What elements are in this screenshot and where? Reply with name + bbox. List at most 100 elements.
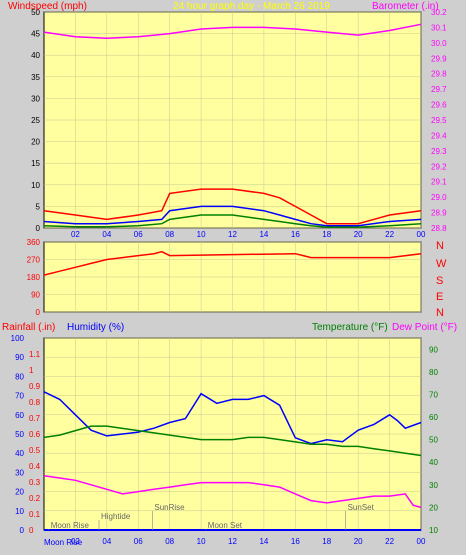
humidity-tick-label: 100 [11, 334, 25, 343]
barometer-tick-label: 29.2 [431, 162, 447, 171]
series-line [43, 214, 422, 228]
windspeed-tick-label: 45 [31, 30, 40, 39]
x-tick-label: 08 [165, 537, 174, 546]
x-tick-label: 10 [197, 537, 206, 546]
series-line [43, 391, 422, 445]
barometer-tick-label: 30.2 [431, 8, 447, 17]
x-tick-label: 14 [259, 230, 268, 239]
event-label: Moon Rise [51, 521, 90, 530]
humidity-tick-label: 90 [15, 353, 24, 362]
windspeed-tick-label: 35 [31, 73, 40, 82]
series-line [43, 23, 422, 39]
direction-label-w: W [436, 258, 447, 270]
astronomy-events: Moon Rise Hightide SunRise Moon Set SunSet [48, 503, 375, 530]
x-tick-label: 14 [259, 537, 268, 546]
direction-tick-label: 270 [27, 256, 41, 265]
humidity-tick-label: 40 [15, 449, 24, 458]
x-tick-label: 06 [134, 537, 143, 546]
temperature-tick-label: 40 [429, 458, 438, 467]
humidity-tick-label: 60 [15, 411, 24, 420]
direction-label-s: S [436, 275, 443, 287]
barometer-tick-label: 30.1 [431, 23, 447, 32]
humidity-tick-label: 0 [20, 526, 25, 535]
rainfall-tick-label: 0.1 [29, 510, 41, 519]
direction-tick-label: 180 [27, 273, 41, 282]
temperature-axis-label: Temperature (°F) [312, 322, 388, 333]
windspeed-tick-label: 0 [36, 224, 41, 233]
x-tick-label: 10 [197, 230, 206, 239]
barometer-tick-label: 30.0 [431, 39, 447, 48]
rainfall-tick-label: 0.2 [29, 494, 41, 503]
wind-pressure-grid [44, 11, 422, 229]
series-line [43, 188, 422, 225]
rainfall-tick-label: 1.1 [29, 350, 41, 359]
event-label: Moon Set [208, 521, 243, 530]
event-label: Hightide [101, 512, 131, 521]
windspeed-tick-label: 10 [31, 181, 40, 190]
series-line [43, 425, 422, 457]
temperature-tick-label: 90 [429, 345, 438, 354]
rainfall-axis-label: Rainfall (.in) [2, 322, 55, 333]
x-tick-label: 16 [291, 537, 300, 546]
x-tick-label: 20 [354, 537, 363, 546]
temperature-tick-label: 10 [429, 526, 438, 535]
x-tick-label: 04 [102, 537, 111, 546]
temperature-tick-label: 30 [429, 481, 438, 490]
humidity-temperature-ticks: 010203040506070809010000.10.20.30.40.50.… [11, 334, 439, 546]
wind-direction-ticks: 0 90 180 270 360 [27, 238, 41, 317]
windspeed-tick-label: 50 [31, 8, 40, 17]
rainfall-tick-label: 0.9 [29, 382, 41, 391]
barometer-tick-label: 29.9 [431, 54, 447, 63]
humidity-axis-label: Humidity (%) [67, 322, 124, 333]
x-tick-label: 02 [71, 230, 80, 239]
x-tick-label: 02 [71, 537, 80, 546]
x-tick-label: 12 [228, 230, 237, 239]
direction-label-n-bottom: N [436, 307, 444, 319]
barometer-tick-label: 29.7 [431, 85, 447, 94]
rainfall-tick-label: 0.4 [29, 462, 41, 471]
series-line [43, 475, 422, 509]
humidity-tick-label: 70 [15, 392, 24, 401]
windspeed-tick-label: 20 [31, 138, 40, 147]
wind-pressure-ticks: 0 5 10 15 20 25 30 35 40 45 50 28.8 28.9 29.0 29.1 29.2… [31, 8, 447, 239]
direction-tick-label: 360 [27, 238, 41, 247]
chart-title: 24 hour graph day - March 26 2019 [173, 1, 330, 12]
temperature-tick-label: 20 [429, 503, 438, 512]
x-tick-label: 22 [385, 537, 394, 546]
rainfall-tick-label: 0.3 [29, 478, 41, 487]
barometer-tick-label: 29.5 [431, 116, 447, 125]
barometer-tick-label: 29.0 [431, 193, 447, 202]
series-line [43, 250, 422, 276]
barometer-tick-label: 29.8 [431, 70, 447, 79]
temperature-tick-label: 70 [429, 390, 438, 399]
windspeed-tick-label: 40 [31, 51, 40, 60]
bottom-event-label: Moon Rise [44, 538, 83, 547]
x-tick-label: 08 [165, 230, 174, 239]
barometer-tick-label: 29.6 [431, 101, 447, 110]
event-label: SunSet [348, 503, 375, 512]
x-tick-label: 00 [417, 230, 426, 239]
direction-label-e: E [436, 291, 443, 303]
x-tick-label: 18 [322, 537, 331, 546]
barometer-axis-label: Barometer (.in) [372, 1, 439, 12]
x-tick-label: 16 [291, 230, 300, 239]
direction-label-n-top: N [436, 240, 444, 252]
barometer-tick-label: 28.8 [431, 224, 447, 233]
direction-tick-label: 0 [36, 308, 41, 317]
direction-tick-label: 90 [31, 291, 40, 300]
x-tick-label: 06 [134, 230, 143, 239]
windspeed-tick-label: 15 [31, 159, 40, 168]
rainfall-tick-label: 1 [29, 366, 34, 375]
humidity-tick-label: 20 [15, 488, 24, 497]
x-tick-label: 00 [417, 537, 426, 546]
dewpoint-axis-label: Dew Point (°F) [392, 322, 457, 333]
humidity-temperature-grid [44, 337, 422, 531]
humidity-temperature-series [43, 391, 422, 531]
x-tick-label: 22 [385, 230, 394, 239]
series-line [43, 205, 422, 227]
windspeed-axis-label: Windspeed (mph) [8, 1, 87, 12]
rainfall-tick-label: 0.7 [29, 414, 41, 423]
windspeed-tick-label: 25 [31, 116, 40, 125]
event-label: SunRise [154, 503, 185, 512]
